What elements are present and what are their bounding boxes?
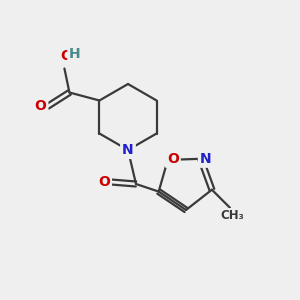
Text: N: N — [122, 143, 134, 157]
Text: CH₃: CH₃ — [220, 209, 244, 222]
Text: O: O — [61, 50, 72, 64]
Text: O: O — [98, 175, 110, 189]
Text: N: N — [200, 152, 212, 166]
Text: O: O — [34, 98, 46, 112]
Text: H: H — [69, 47, 80, 61]
Text: O: O — [167, 152, 179, 166]
